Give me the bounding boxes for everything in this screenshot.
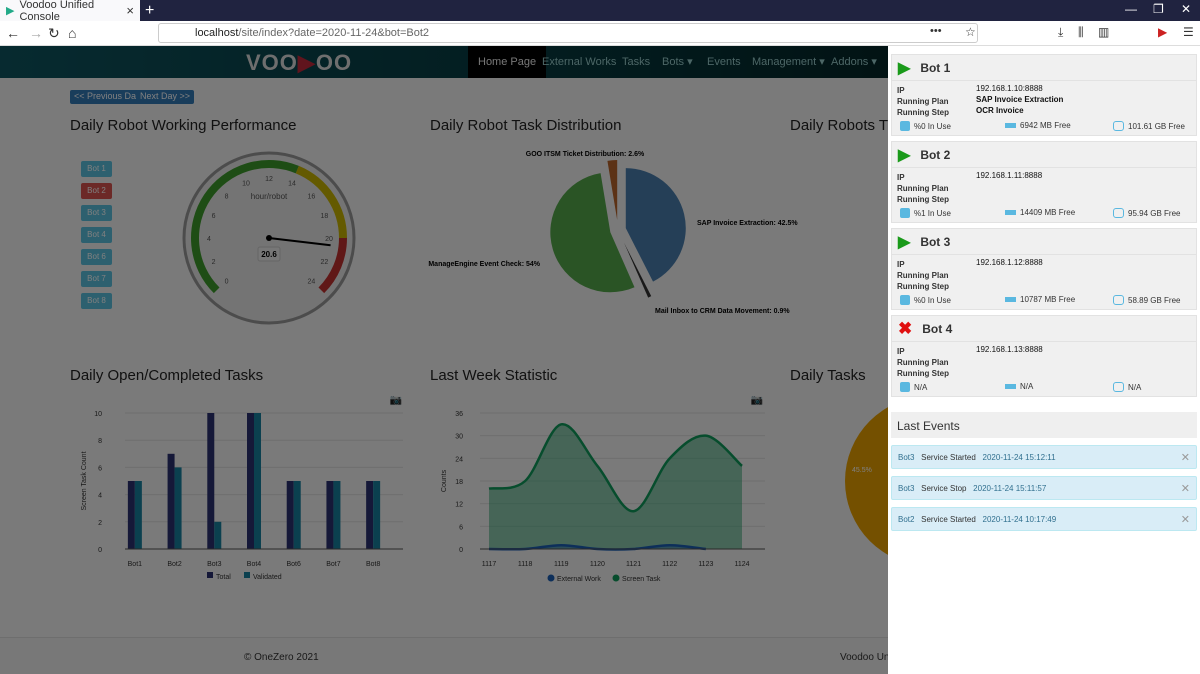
running-play-icon: ▶ (898, 233, 911, 251)
ram-icon (1005, 297, 1016, 302)
last-events-header: Last Events (891, 412, 1197, 438)
bot-status-card: ▶ Bot 2 IP Running Plan Running Step 192.… (891, 141, 1197, 223)
ip-label: IP (897, 347, 905, 356)
disk-icon (1113, 208, 1124, 218)
library-icon[interactable]: ⫼ (1078, 25, 1084, 39)
ram-free: 14409 MB Free (1020, 208, 1076, 217)
cpu-usage: %1 In Use (914, 208, 951, 218)
minimize-icon[interactable]: — (1125, 2, 1137, 16)
bot-name: Bot 4 (922, 321, 953, 336)
url-path: /site/index?date=2020-11-24&bot=Bot2 (238, 27, 430, 39)
close-window-icon[interactable]: ✕ (1181, 2, 1192, 16)
stopped-x-icon: ✖ (898, 318, 913, 338)
event-message: Service Started (921, 515, 976, 524)
disk-icon (1113, 121, 1124, 131)
ram-free: 6942 MB Free (1020, 121, 1071, 130)
modal-backdrop[interactable] (0, 46, 888, 674)
url-input[interactable]: localhost/site/index?date=2020-11-24&bot… (158, 23, 978, 43)
event-bot[interactable]: Bot3 (898, 453, 915, 462)
event-message: Service Started (921, 453, 976, 462)
extension-icon[interactable]: ▶ (1158, 25, 1168, 39)
browser-tab-bar (0, 0, 1200, 21)
cpu-usage: N/A (914, 382, 928, 392)
step-label: Running Step (897, 108, 949, 117)
close-icon[interactable]: ✕ (1180, 452, 1190, 464)
ip-value: 192.168.1.13:8888 (976, 345, 1043, 354)
cpu-icon (900, 382, 910, 392)
home-icon[interactable]: ⌂ (68, 25, 77, 41)
disk-icon (1113, 382, 1124, 392)
download-icon[interactable]: ⤓ (1058, 25, 1064, 39)
ram-free: 10787 MB Free (1020, 295, 1076, 304)
browser-tab[interactable]: ▶ Voodoo Unified Console × (0, 0, 140, 23)
bot-name: Bot 3 (920, 234, 951, 249)
back-icon[interactable]: ← (6, 25, 20, 41)
step-label: Running Step (897, 195, 949, 204)
favicon-icon: ▶ (6, 5, 15, 17)
plan-label: Running Plan (897, 184, 949, 193)
reload-icon[interactable]: ↻ (48, 25, 60, 41)
menu-icon[interactable]: ☰ (1183, 25, 1194, 39)
plan-label: Running Plan (897, 271, 949, 280)
running-play-icon: ▶ (898, 146, 911, 164)
more-icon[interactable]: ••• (930, 25, 942, 37)
disk-free: 58.89 GB Free (1128, 295, 1181, 305)
event-alert: Bot2 Service Started 2020-11-24 10:17:49… (891, 507, 1197, 531)
cpu-usage: %0 In Use (914, 121, 951, 131)
ip-value: 192.168.1.10:8888 (976, 84, 1043, 93)
ip-value: 192.168.1.12:8888 (976, 258, 1043, 267)
step-label: Running Step (897, 369, 949, 378)
forward-icon[interactable]: → (29, 25, 43, 41)
disk-free: 101.61 GB Free (1128, 121, 1185, 131)
plan-label: Running Plan (897, 358, 949, 367)
close-icon[interactable]: ✕ (1180, 514, 1190, 526)
bot-name: Bot 1 (920, 60, 951, 75)
address-toolbar: ← → ↻ ⌂ localhost/site/index?date=2020-1… (0, 21, 1200, 46)
close-tab-icon[interactable]: × (126, 3, 134, 18)
new-tab-button[interactable]: + (145, 2, 155, 19)
sidebar-icon[interactable]: ▥ (1098, 25, 1110, 39)
event-alert: Bot3 Service Stop 2020-11-24 15:11:57 ✕ (891, 476, 1197, 500)
bot-status-card: ▶ Bot 3 IP Running Plan Running Step 192.… (891, 228, 1197, 310)
bot-name: Bot 2 (920, 147, 951, 162)
bookmark-star-icon[interactable]: ☆ (965, 25, 976, 39)
plan-label: Running Plan (897, 97, 949, 106)
disk-free: 95.94 GB Free (1128, 208, 1181, 218)
cpu-icon (900, 121, 910, 131)
ip-value: 192.168.1.11:8888 (976, 171, 1043, 180)
event-message: Service Stop (921, 484, 967, 493)
ip-label: IP (897, 260, 905, 269)
url-host: localhost (195, 27, 239, 39)
step-label: Running Step (897, 282, 949, 291)
ram-free: N/A (1020, 382, 1034, 391)
event-time: 2020-11-24 10:17:49 (982, 515, 1057, 524)
bot-status-panel: ▶ Bot 1 IP Running Plan Running Step 192.… (888, 46, 1200, 674)
tab-title: Voodoo Unified Console (19, 0, 95, 23)
ram-icon (1005, 123, 1016, 128)
event-bot[interactable]: Bot3 (898, 484, 915, 493)
ram-icon (1005, 384, 1016, 389)
event-time: 2020-11-24 15:11:57 (973, 484, 1047, 493)
disk-free: N/A (1128, 382, 1142, 392)
plan-value: SAP Invoice Extraction (976, 95, 1064, 104)
restore-icon[interactable]: ❐ (1153, 2, 1164, 16)
disk-icon (1113, 295, 1124, 305)
event-time: 2020-11-24 15:12:11 (982, 453, 1056, 462)
cpu-icon (900, 208, 910, 218)
event-bot[interactable]: Bot2 (898, 515, 915, 524)
event-alert: Bot3 Service Started 2020-11-24 15:12:11… (891, 445, 1197, 469)
ip-label: IP (897, 173, 905, 182)
ram-icon (1005, 210, 1016, 215)
running-play-icon: ▶ (898, 59, 911, 77)
bot-status-card: ▶ Bot 1 IP Running Plan Running Step 192.… (891, 54, 1197, 136)
step-value: OCR Invoice (976, 106, 1024, 115)
bot-status-card: ✖ Bot 4 IP Running Plan Running Step 192.… (891, 315, 1197, 397)
cpu-usage: %0 In Use (914, 295, 951, 305)
cpu-icon (900, 295, 910, 305)
close-icon[interactable]: ✕ (1180, 483, 1190, 495)
ip-label: IP (897, 86, 905, 95)
